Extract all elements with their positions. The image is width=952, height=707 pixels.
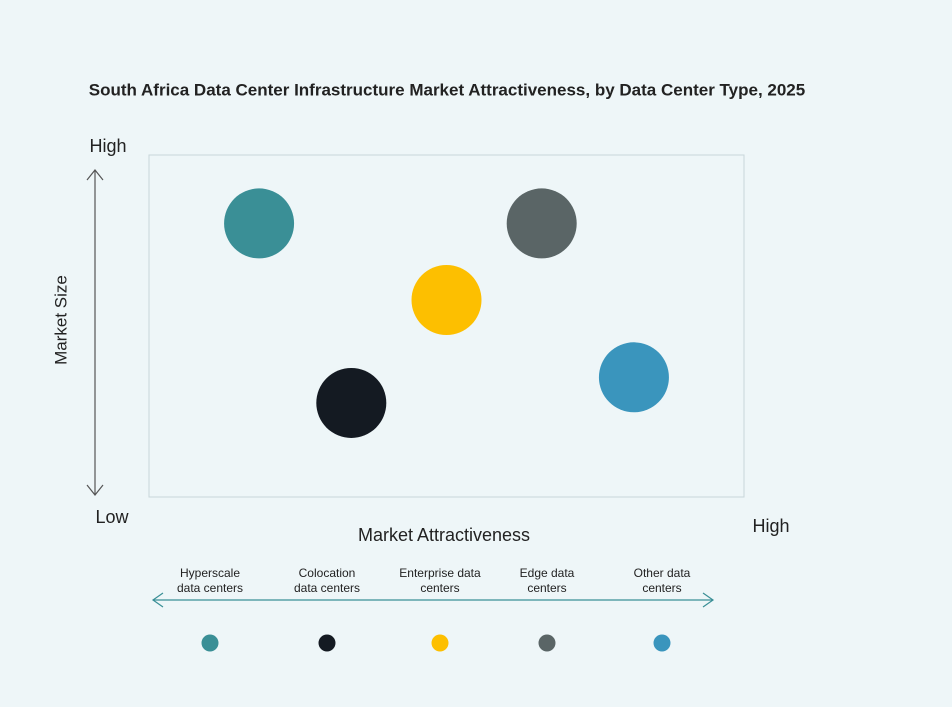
- legend-label: Enterprise data centers: [399, 566, 481, 595]
- y-axis-label: Market Size: [51, 275, 70, 365]
- legend-label: Hyperscale data centers: [176, 566, 244, 595]
- x-high-label: High: [752, 516, 789, 536]
- bubble: [598, 342, 669, 413]
- legend-marker: [653, 634, 671, 652]
- low-label: Low: [95, 507, 129, 527]
- chart-title: South Africa Data Center Infrastructure …: [89, 80, 805, 99]
- legend-marker: [538, 634, 556, 652]
- y-high-label: High: [89, 136, 126, 156]
- legend-marker: [201, 634, 219, 652]
- x-axis-label: Market Attractiveness: [358, 525, 530, 545]
- legend-label: Other data centers: [633, 566, 691, 595]
- legend-label: Colocation data centers: [293, 566, 361, 595]
- plot-frame: [148, 154, 745, 498]
- y-arrow: [86, 169, 104, 496]
- legend-arrow: [151, 592, 715, 608]
- legend-marker: [318, 634, 336, 652]
- bubble: [411, 265, 482, 336]
- bubble: [506, 188, 577, 259]
- legend-marker: [431, 634, 449, 652]
- bubble: [224, 188, 295, 259]
- legend-label: Edge data centers: [519, 566, 575, 595]
- bubble: [316, 367, 387, 438]
